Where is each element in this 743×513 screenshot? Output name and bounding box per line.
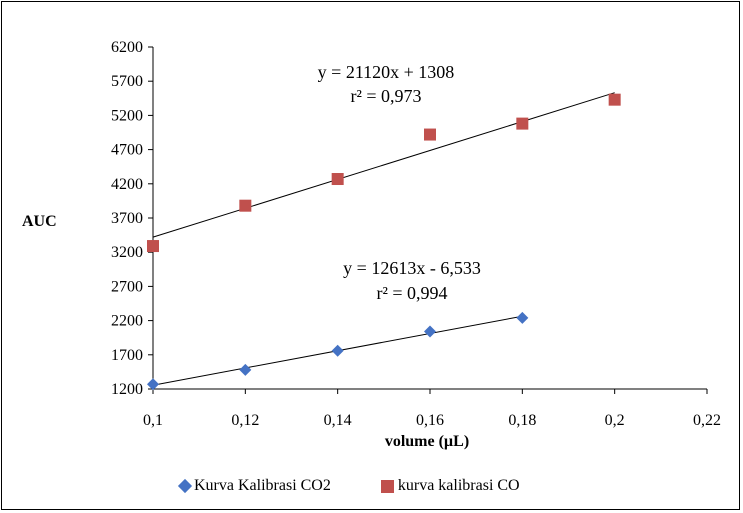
equation-co: y = 21120x + 1308 (318, 62, 455, 82)
legend-label-co2: Kurva Kalibrasi CO2 (194, 477, 331, 494)
x-tick-label: 0,16 (416, 412, 444, 429)
data-point-co (424, 128, 436, 141)
r2-co2: r² = 0,994 (376, 283, 447, 303)
y-tick-label: 4700 (111, 142, 143, 159)
data-point-co (239, 199, 252, 212)
y-tick-label: 1700 (111, 347, 143, 364)
y-axis-label: AUC (22, 213, 57, 230)
trendline-co (152, 92, 615, 238)
axes (148, 46, 708, 394)
data-point-co2 (331, 344, 344, 357)
data-point-co (147, 240, 159, 253)
legend-square-icon (380, 479, 394, 493)
data-point-co (331, 173, 344, 186)
x-axis-label: volume (µL) (385, 433, 469, 450)
y-tick-label: 3700 (111, 210, 143, 227)
data-point-co2 (516, 311, 529, 324)
y-tick-label: 5200 (111, 107, 143, 124)
y-tick-labels: 1200 1700 2200 2700 3200 3700 4200 4700 5200 5700… (111, 39, 143, 398)
x-tick-label: 0,18 (508, 412, 536, 429)
data-point-co2 (239, 363, 252, 376)
data-points (147, 93, 621, 391)
y-tick-label: 1200 (111, 381, 143, 398)
x-tick-label: 0,14 (324, 412, 352, 429)
legend-item-co: kurva kalibrasi CO (380, 477, 520, 495)
y-tick-label: 4200 (111, 176, 143, 193)
data-point-co2 (424, 325, 436, 338)
legend-item-co2: Kurva Kalibrasi CO2 (177, 477, 331, 495)
equation-co2: y = 12613x - 6,533 (343, 258, 481, 278)
trendlines (152, 92, 615, 386)
legend-label-co: kurva kalibrasi CO (397, 477, 520, 494)
y-tick-label: 2700 (111, 278, 143, 295)
x-tick-label: 0,2 (605, 412, 625, 429)
y-tick-label: 3200 (111, 244, 143, 261)
r2-co: r² = 0,973 (350, 86, 421, 106)
legend: Kurva Kalibrasi CO2 kurva kalibrasi CO (177, 473, 520, 499)
data-point-co (516, 117, 529, 130)
y-tick-label: 2200 (111, 313, 143, 330)
x-tick-label: 0,22 (693, 412, 721, 429)
data-point-co2 (147, 378, 159, 391)
data-point-co (608, 93, 621, 106)
x-tick-label: 0,1 (143, 412, 163, 429)
legend-diamond-icon (177, 478, 193, 494)
x-tick-labels: 0,1 0,12 0,14 0,16 0,18 0,2 0,22 (143, 412, 721, 429)
x-tick-label: 0,12 (231, 412, 259, 429)
y-tick-label: 5700 (111, 73, 143, 90)
y-tick-label: 6200 (111, 39, 143, 56)
